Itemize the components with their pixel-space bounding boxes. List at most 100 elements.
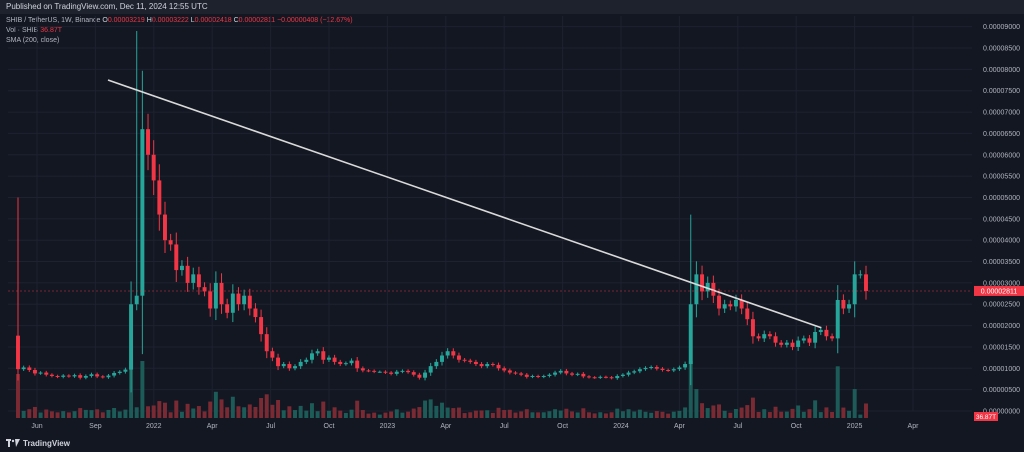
candle-body bbox=[281, 364, 286, 367]
volume-bar bbox=[553, 409, 558, 418]
candle-body bbox=[666, 370, 671, 372]
candle-body bbox=[213, 282, 218, 309]
volume-bar bbox=[603, 413, 608, 418]
price-tick-label: 0.00004500 bbox=[983, 216, 1020, 223]
candle-body bbox=[643, 367, 648, 370]
candle-body bbox=[338, 361, 343, 365]
candle-body bbox=[456, 355, 461, 360]
candle-body bbox=[553, 372, 558, 375]
volume-bar bbox=[349, 409, 354, 418]
time-tick-label: Jul bbox=[266, 423, 275, 430]
volume-bar bbox=[570, 411, 575, 418]
volume-bar bbox=[123, 409, 128, 418]
candle-body bbox=[293, 366, 297, 369]
candle-body bbox=[383, 371, 388, 373]
candle-body bbox=[479, 364, 484, 367]
volume-bar bbox=[247, 404, 252, 418]
price-tick-label: 0.00009000 bbox=[983, 24, 1020, 31]
candle-body bbox=[163, 214, 167, 241]
candle-body bbox=[349, 360, 354, 364]
candle-body bbox=[157, 180, 162, 215]
volume-bar bbox=[462, 413, 467, 418]
volume-bar bbox=[620, 411, 625, 418]
ohlc-low-key: L bbox=[190, 17, 195, 24]
candle-body bbox=[196, 274, 201, 288]
volume-bar bbox=[191, 408, 196, 418]
candle-body bbox=[394, 371, 399, 374]
volume-bar bbox=[711, 405, 716, 418]
volume-bar bbox=[27, 409, 32, 418]
volume-bar bbox=[61, 411, 66, 418]
volume-bar bbox=[16, 374, 20, 418]
time-tick-label: Oct bbox=[324, 423, 335, 430]
volume-bar bbox=[750, 397, 755, 418]
candle-body bbox=[762, 334, 767, 339]
volume-bar bbox=[592, 413, 597, 418]
candle-body bbox=[411, 372, 416, 375]
ohlc-close: 0.00002811 bbox=[238, 17, 276, 24]
candle-body bbox=[61, 375, 66, 377]
candle-body bbox=[570, 373, 575, 375]
volume-bar bbox=[801, 411, 806, 418]
candle-body bbox=[660, 368, 665, 371]
candle-body bbox=[247, 295, 252, 309]
volume-bar bbox=[496, 407, 501, 418]
volume-bar bbox=[733, 408, 738, 418]
price-tick-label: 0.00000500 bbox=[983, 387, 1020, 394]
candle-body bbox=[745, 308, 750, 320]
volume-bar bbox=[185, 403, 190, 418]
sma-label: SMA (200, close) bbox=[6, 37, 60, 44]
candle-body bbox=[818, 329, 823, 332]
volume-bar bbox=[253, 406, 258, 418]
candle-body bbox=[123, 369, 128, 372]
candle-body bbox=[428, 366, 433, 373]
volume-bar bbox=[315, 411, 320, 418]
candle-body bbox=[44, 372, 49, 375]
volume-bar bbox=[587, 412, 591, 418]
volume-bar bbox=[536, 412, 541, 418]
legend-volume-row[interactable]: Vol · SHIB 36.87T bbox=[6, 26, 353, 36]
volume-bars bbox=[16, 361, 868, 418]
volume-bar bbox=[479, 410, 484, 418]
time-tick-label: Apr bbox=[674, 423, 686, 430]
volume-bar bbox=[281, 410, 286, 418]
ohlc-close-key: C bbox=[233, 17, 239, 24]
candle-body bbox=[858, 274, 863, 276]
tradingview-logo[interactable]: TradingView bbox=[6, 439, 70, 448]
candle-body bbox=[83, 375, 88, 378]
volume-bar bbox=[818, 412, 823, 418]
volume-bar bbox=[360, 410, 365, 418]
time-tick-label: Apr bbox=[207, 423, 219, 430]
candle-body bbox=[134, 295, 139, 305]
legend-symbol-row[interactable]: SHIB / TetherUS, 1W, Binance O0.00003219… bbox=[6, 16, 353, 26]
legend-sma-row[interactable]: SMA (200, close) bbox=[6, 36, 353, 46]
ohlc-low: 0.00002418 bbox=[194, 17, 232, 24]
candle-body bbox=[813, 332, 818, 343]
time-tick-label: Sep bbox=[89, 423, 102, 430]
volume-bar bbox=[541, 412, 546, 418]
volume-bar bbox=[564, 408, 569, 418]
candle-body bbox=[609, 377, 614, 379]
candle-body bbox=[530, 375, 535, 377]
candle-body bbox=[524, 374, 529, 377]
candle-body bbox=[78, 375, 83, 378]
volume-bar bbox=[547, 411, 552, 418]
candle-body bbox=[564, 370, 569, 374]
price-chart[interactable]: 0.00009000 0.00008500 0.00008000 0.00007500… bbox=[0, 14, 1024, 438]
volume-bar bbox=[524, 409, 529, 418]
volume-bar bbox=[332, 407, 337, 418]
volume-bar bbox=[134, 407, 139, 418]
volume-bar bbox=[767, 412, 772, 418]
volume-bar bbox=[835, 366, 840, 418]
volume-bar bbox=[32, 406, 37, 418]
candle-body bbox=[733, 299, 738, 307]
tradingview-icon bbox=[6, 439, 20, 447]
price-tick-label: 0.00007000 bbox=[983, 110, 1020, 117]
volume-bar bbox=[174, 400, 179, 418]
candle-body bbox=[654, 367, 659, 369]
volume-bar bbox=[796, 405, 801, 418]
candle-body bbox=[21, 367, 26, 370]
volume-bar bbox=[394, 409, 399, 418]
volume-bar bbox=[78, 408, 83, 418]
volume-bar bbox=[168, 412, 173, 418]
